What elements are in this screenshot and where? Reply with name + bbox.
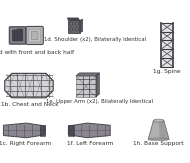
Polygon shape	[80, 19, 83, 33]
Text: 1c. Right Forearm: 1c. Right Forearm	[0, 141, 51, 146]
Polygon shape	[68, 123, 110, 138]
Polygon shape	[67, 18, 80, 20]
Circle shape	[70, 28, 72, 30]
Polygon shape	[161, 40, 173, 49]
Polygon shape	[68, 20, 80, 33]
Ellipse shape	[154, 119, 164, 122]
Polygon shape	[159, 121, 169, 139]
FancyBboxPatch shape	[29, 29, 41, 42]
Bar	[40, 125, 45, 136]
Text: 1g. Spine: 1g. Spine	[153, 69, 181, 74]
Text: 1e. Upper Arm (x2), Bilaterally Identical: 1e. Upper Arm (x2), Bilaterally Identica…	[46, 99, 153, 104]
Polygon shape	[161, 23, 173, 32]
Circle shape	[76, 23, 78, 24]
FancyBboxPatch shape	[26, 26, 43, 44]
Circle shape	[70, 23, 72, 25]
Circle shape	[76, 23, 78, 25]
Polygon shape	[5, 73, 53, 98]
FancyBboxPatch shape	[9, 27, 26, 44]
FancyBboxPatch shape	[31, 31, 38, 39]
Circle shape	[71, 23, 72, 24]
Polygon shape	[161, 32, 173, 40]
Polygon shape	[161, 49, 173, 58]
FancyBboxPatch shape	[11, 28, 17, 30]
Text: 1b. Chest and Neck: 1b. Chest and Neck	[1, 102, 58, 107]
Bar	[76, 76, 96, 97]
Circle shape	[76, 29, 78, 30]
Polygon shape	[148, 121, 169, 139]
Text: 1d. Shoulder (x2), Bilaterally Identical: 1d. Shoulder (x2), Bilaterally Identical	[44, 37, 146, 42]
Text: 1h. Base Support: 1h. Base Support	[133, 141, 184, 146]
Ellipse shape	[148, 138, 169, 141]
Polygon shape	[76, 73, 99, 76]
Circle shape	[71, 29, 72, 30]
Polygon shape	[96, 73, 99, 97]
Text: 1f. Left Forearm: 1f. Left Forearm	[67, 141, 113, 146]
Text: 1a. Head with front and back half: 1a. Head with front and back half	[0, 50, 74, 55]
Polygon shape	[3, 123, 45, 138]
Circle shape	[76, 28, 78, 30]
Polygon shape	[161, 58, 173, 67]
FancyBboxPatch shape	[12, 29, 23, 41]
Bar	[68, 125, 74, 136]
